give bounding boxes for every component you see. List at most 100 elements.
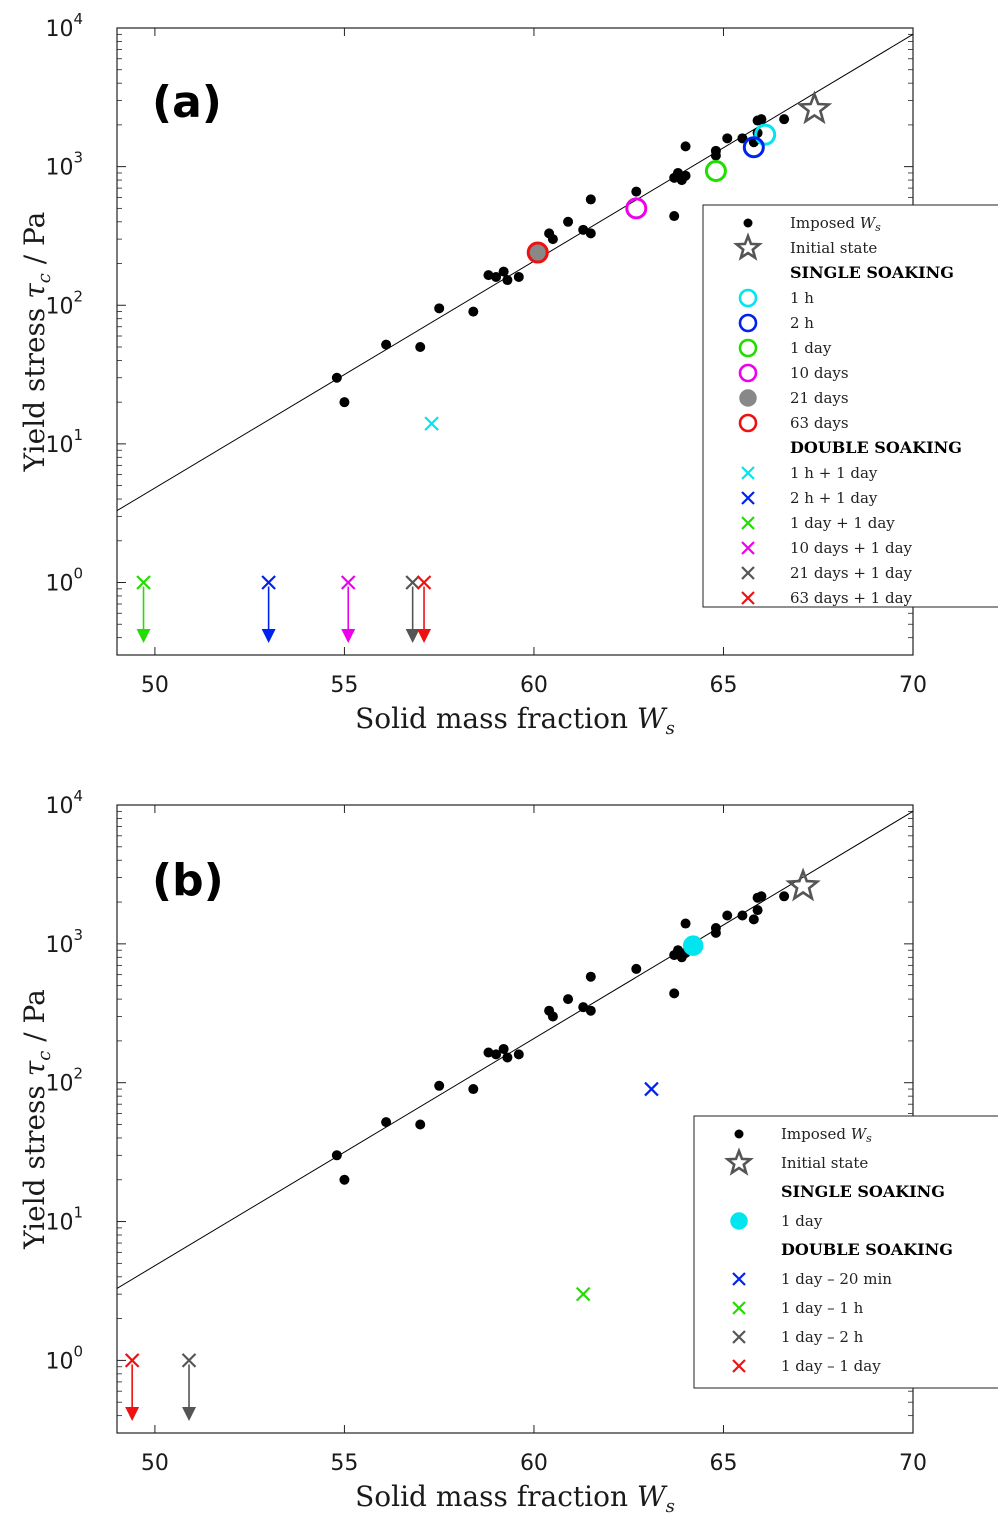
imposed-point	[331, 1150, 342, 1161]
imposed-point	[331, 372, 342, 383]
legend-double-label: 1 day – 20 min	[781, 1270, 892, 1288]
imposed-point	[415, 1119, 426, 1130]
imposed-point	[737, 910, 748, 921]
y-tick-exponent: 0	[73, 1342, 83, 1360]
upper-bound-arrow-head	[261, 629, 276, 643]
double-soaking-marker-stroke-2	[340, 575, 356, 590]
legend-imposed-var: W	[860, 214, 877, 232]
imposed-point	[381, 1117, 392, 1128]
legend-double-marker-stroke-2	[741, 591, 755, 605]
imposed-point	[381, 339, 392, 350]
upper-bound-arrow-head	[182, 1407, 197, 1421]
imposed-point	[722, 133, 733, 144]
imposed-point	[722, 910, 733, 921]
x-tick-label: 70	[899, 673, 927, 698]
legend-initial-star	[733, 232, 763, 261]
imposed-point	[339, 397, 350, 408]
initial-state-star	[785, 867, 821, 902]
x-tick-label: 50	[141, 1451, 169, 1476]
legend-imposed-text: Imposed	[790, 214, 860, 232]
double-soaking-marker	[424, 416, 439, 431]
imposed-point	[710, 923, 721, 934]
imposed-point	[547, 234, 558, 245]
y-tick-base: 10	[45, 572, 73, 597]
legend-imposed-marker	[734, 1129, 744, 1139]
x-tick-label: 60	[520, 1451, 548, 1476]
y-tick-exponent: 3	[73, 926, 83, 944]
imposed-point	[680, 170, 691, 181]
imposed-point	[585, 971, 596, 982]
legend-imposed-marker	[743, 218, 753, 228]
x-tick-label: 55	[330, 1451, 358, 1476]
double-soaking-marker-stroke-2	[261, 575, 276, 590]
double-soaking-marker	[136, 575, 151, 590]
legend-double-marker	[741, 516, 755, 530]
y-tick-base: 10	[45, 1072, 73, 1097]
x-tick-label: 65	[709, 1451, 737, 1476]
imposed-point	[434, 303, 445, 314]
y-tick-base: 10	[45, 1211, 73, 1236]
imposed-point	[710, 145, 721, 156]
double-soaking-marker	[340, 575, 356, 590]
x-axis-label-var: W	[637, 1480, 668, 1513]
legend-single-label: 21 days	[790, 389, 849, 407]
legend-double-label: 63 days + 1 day	[790, 589, 913, 607]
legend-single-marker	[738, 363, 758, 383]
imposed-point	[498, 1043, 509, 1054]
legend-double-marker-stroke-2	[732, 1330, 746, 1344]
upper-bound-arrow-head	[405, 629, 420, 643]
legend-double-label: 1 day – 2 h	[781, 1328, 864, 1346]
fit-line	[116, 810, 914, 1289]
x-axis-label-text: Solid mass fraction	[355, 702, 637, 735]
imposed-point	[779, 114, 790, 125]
legend-double-marker	[732, 1272, 746, 1286]
y-tick-base: 10	[45, 1349, 73, 1374]
imposed-point	[415, 341, 426, 352]
imposed-point	[756, 891, 767, 902]
legend-double-marker-stroke-2	[741, 491, 755, 505]
double-soaking-marker-stroke-2	[136, 575, 151, 590]
legend-double-marker	[741, 566, 755, 580]
imposed-point	[434, 1080, 445, 1091]
imposed-point	[491, 271, 502, 282]
double-soaking-marker-stroke-2	[181, 1353, 197, 1368]
x-tick-label: 55	[330, 673, 358, 698]
upper-bound-arrow	[261, 586, 276, 643]
legend-double-marker	[741, 591, 755, 605]
imposed-point	[748, 914, 759, 925]
imposed-point	[680, 141, 691, 152]
y-tick-exponent: 0	[73, 565, 83, 583]
y-tick-exponent: 4	[73, 10, 83, 28]
imposed-point	[631, 186, 642, 197]
imposed-point	[483, 1047, 494, 1058]
x-axis-label-var: W	[637, 702, 668, 735]
y-axis-label: Yield stress τc / Pa	[18, 212, 55, 473]
legend-single-header: SINGLE SOAKING	[781, 1182, 945, 1201]
x-axis-label-sub: s	[666, 1496, 675, 1517]
legend-double-label: 1 day + 1 day	[790, 514, 895, 532]
y-tick-label: 104	[45, 787, 83, 819]
single-soaking-marker	[526, 241, 549, 264]
legend-imposed-label: Imposed Ws	[781, 1125, 872, 1145]
legend-single-marker	[730, 1212, 748, 1230]
legend-double-marker	[741, 466, 755, 480]
legend-double-marker	[741, 541, 755, 555]
double-soaking-marker	[575, 1286, 591, 1302]
legend-double-header: DOUBLE SOAKING	[781, 1240, 953, 1259]
single-soaking-marker	[754, 123, 777, 146]
double-soaking-marker-stroke-2	[575, 1286, 591, 1302]
legend-single-label: 1 h	[790, 289, 814, 307]
y-axis-label-sub: c	[34, 1051, 55, 1061]
single-soaking-marker	[704, 159, 727, 182]
y-tick-exponent: 1	[73, 1204, 83, 1222]
legend-initial-star	[724, 1147, 754, 1176]
legend-double-label: 1 day – 1 day	[781, 1357, 881, 1375]
upper-bound-arrow	[125, 1364, 140, 1421]
x-axis-label: Solid mass fraction Ws	[355, 1480, 675, 1517]
legend-double-label: 10 days + 1 day	[790, 539, 913, 557]
legend-double-marker-stroke-2	[732, 1359, 746, 1373]
x-axis-label-sub: s	[666, 718, 675, 739]
legend-single-label: 10 days	[790, 364, 849, 382]
